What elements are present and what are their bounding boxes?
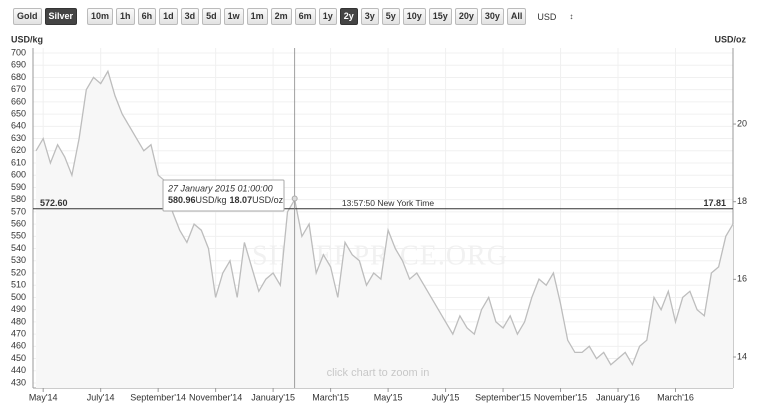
y-tick-label: 560 (11, 218, 26, 228)
toolbar-button[interactable]: All (506, 8, 527, 25)
y-tick-label: 700 (11, 47, 26, 57)
y-tick-label: 480 (11, 316, 26, 326)
toolbar-button[interactable]: 2y (339, 8, 358, 25)
y-tick-label: 450 (11, 353, 26, 363)
toolbar-button[interactable]: 6m (294, 8, 316, 25)
current-time: 13:57:50 New York Time (342, 198, 434, 208)
x-tick-label: November'14 (189, 392, 242, 402)
toolbar-button[interactable]: 10m (87, 8, 114, 25)
y-tick-label: 490 (11, 304, 26, 314)
y-tick-label: 680 (11, 72, 26, 82)
series-line (35, 69, 734, 367)
y-tick-label: 690 (11, 60, 26, 70)
y-tick-label: 610 (11, 157, 26, 167)
y-tick-label: 460 (11, 341, 26, 351)
y-tick-label: 550 (11, 231, 26, 241)
y-tick-label: 660 (11, 96, 26, 106)
y-tick-label: 440 (11, 365, 26, 375)
select-arrow[interactable]: ↕ (569, 12, 574, 21)
toolbar: Gold Silver 10m 1h 6h 1d 3d 5d 1w 1m 2m 6m 1y 2y 3y 5y 1… (13, 8, 573, 25)
toolbar-button[interactable]: 1y (318, 8, 337, 25)
y-tick-label: 530 (11, 255, 26, 265)
y2-tick-label: 20 (737, 118, 747, 128)
tooltip-values: 580.96USD/kg 18.07USD/oz (168, 195, 284, 205)
hint: click chart to zoom in (327, 367, 430, 379)
tooltip-part: USD/kg (196, 195, 227, 205)
y-tick-label: 630 (11, 133, 26, 143)
y-axis-label: USD/kg (11, 34, 43, 44)
toolbar-button[interactable]: 2m (270, 8, 292, 25)
x-tick-label: September'14 (130, 392, 186, 402)
y-tick-label: 500 (11, 292, 26, 302)
tooltip-part: 580.96 (168, 195, 196, 205)
toolbar-button[interactable]: 30y (480, 8, 504, 25)
current-price-oz: 17.81 (703, 198, 726, 208)
y-tick-label: 510 (11, 280, 26, 290)
toolbar-button[interactable]: 1d (159, 8, 178, 25)
y-tick-label: 430 (11, 377, 26, 387)
toolbar-button[interactable]: 10y (402, 8, 426, 25)
y-tick-label: 470 (11, 328, 26, 338)
hover-point (291, 195, 298, 202)
x-tick-label: November'15 (534, 392, 587, 402)
y-tick-label: 580 (11, 194, 26, 204)
toolbar-button[interactable]: 1w (223, 8, 244, 25)
y-tick-label: 570 (11, 206, 26, 216)
toolbar-button[interactable]: 5y (381, 8, 400, 25)
x-tick-label: July'14 (87, 392, 115, 402)
x-tick-label: March'15 (312, 392, 349, 402)
y-tick-label: 670 (11, 84, 26, 94)
y-tick-label: 540 (11, 243, 26, 253)
series-area (36, 71, 733, 389)
y2-axis-label: USD/oz (715, 34, 747, 44)
current-price-label: 572.60 (40, 198, 68, 208)
y-tick-label: 520 (11, 267, 26, 277)
y-tick-label: 640 (11, 121, 26, 131)
x-tick-label: January'15 (251, 392, 295, 402)
tooltip-box (162, 179, 285, 212)
toolbar-button[interactable]: 15y (428, 8, 452, 25)
y-tick-label: 620 (11, 145, 26, 155)
y2-tick-label: 18 (737, 196, 747, 206)
toolbar-button[interactable]: 20y (454, 8, 478, 25)
toolbar-button[interactable]: 3d (180, 8, 200, 25)
y-tick-label: 590 (11, 182, 26, 192)
y-tick-label: 600 (11, 170, 26, 180)
toolbar-button[interactable]: Gold (13, 8, 42, 25)
x-tick-label: September'15 (475, 392, 531, 402)
y-tick-label: 650 (11, 108, 26, 118)
x-tick-label: March'16 (657, 392, 694, 402)
x-tick-label: July'15 (432, 392, 460, 402)
x-tick-label: May'14 (29, 392, 58, 402)
x-tick-label: May'15 (374, 392, 403, 402)
toolbar-button[interactable]: 5d (202, 8, 221, 25)
tooltip-part: 18.07 (230, 195, 253, 205)
tooltip-part: USD/oz (252, 195, 284, 205)
x-tick-label: January'16 (596, 392, 640, 402)
toolbar-button[interactable]: 6h (137, 8, 157, 25)
toolbar-button[interactable]: 1m (246, 8, 268, 25)
tooltip-date: 27 January 2015 01:00:00 (167, 183, 273, 193)
toolbar-button[interactable]: Silver (44, 8, 78, 25)
toolbar-button[interactable]: 1h (116, 8, 135, 25)
toolbar-button[interactable]: 3y (360, 8, 379, 25)
currency-select[interactable]: USD (537, 11, 557, 22)
y2-tick-label: 16 (737, 274, 747, 284)
y2-tick-label: 14 (737, 351, 747, 361)
